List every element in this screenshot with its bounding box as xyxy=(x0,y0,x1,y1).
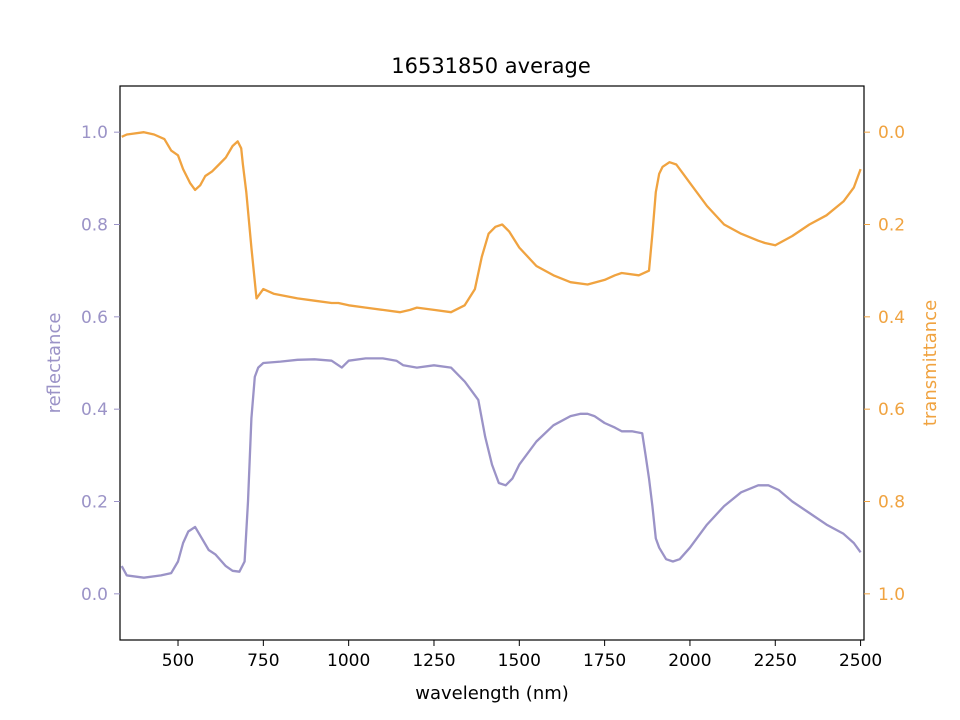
x-tick-label: 2250 xyxy=(754,651,797,671)
plot-area xyxy=(120,131,862,579)
left-y-axis-label: reflectance xyxy=(44,313,65,414)
right-y-tick-label: 0.0 xyxy=(878,123,905,143)
right-y-axis-label: transmittance xyxy=(920,300,941,426)
x-tick-label: 2000 xyxy=(668,651,711,671)
x-tick-label: 2500 xyxy=(839,651,882,671)
right-y-tick-label: 0.6 xyxy=(878,400,905,420)
x-tick-label: 750 xyxy=(247,651,279,671)
x-tick-label: 500 xyxy=(162,651,194,671)
left-y-axis: 0.0 0.2 0.4 0.6 0.8 1.0 xyxy=(81,123,120,605)
left-y-tick-label: 0.8 xyxy=(81,216,108,236)
right-y-axis: 0.0 0.2 0.4 0.6 0.8 1.0 xyxy=(864,123,905,605)
left-y-tick-label: 0.6 xyxy=(81,308,108,328)
x-axis-label: wavelength (nm) xyxy=(415,683,569,704)
left-y-tick-label: 0.4 xyxy=(81,400,108,420)
right-y-tick-label: 0.2 xyxy=(878,216,905,236)
x-axis: 500 750 1000 1250 1500 1750 2000 2250 2500 xyxy=(162,640,882,671)
x-tick-label: 1250 xyxy=(412,651,455,671)
chart-title: 16531850 average xyxy=(391,54,591,78)
x-tick-label: 1000 xyxy=(327,651,370,671)
left-y-tick-label: 1.0 xyxy=(81,123,108,143)
right-y-tick-label: 0.4 xyxy=(878,308,905,328)
reflectance-line xyxy=(120,357,862,579)
left-y-tick-label: 0.2 xyxy=(81,493,108,513)
plot-frame xyxy=(119,85,865,641)
transmittance-line xyxy=(121,131,862,314)
right-y-tick-label: 0.8 xyxy=(878,493,905,513)
x-tick-label: 1750 xyxy=(583,651,626,671)
right-y-tick-label: 1.0 xyxy=(878,585,905,605)
left-y-tick-label: 0.0 xyxy=(81,585,108,605)
x-tick-label: 1500 xyxy=(498,651,541,671)
